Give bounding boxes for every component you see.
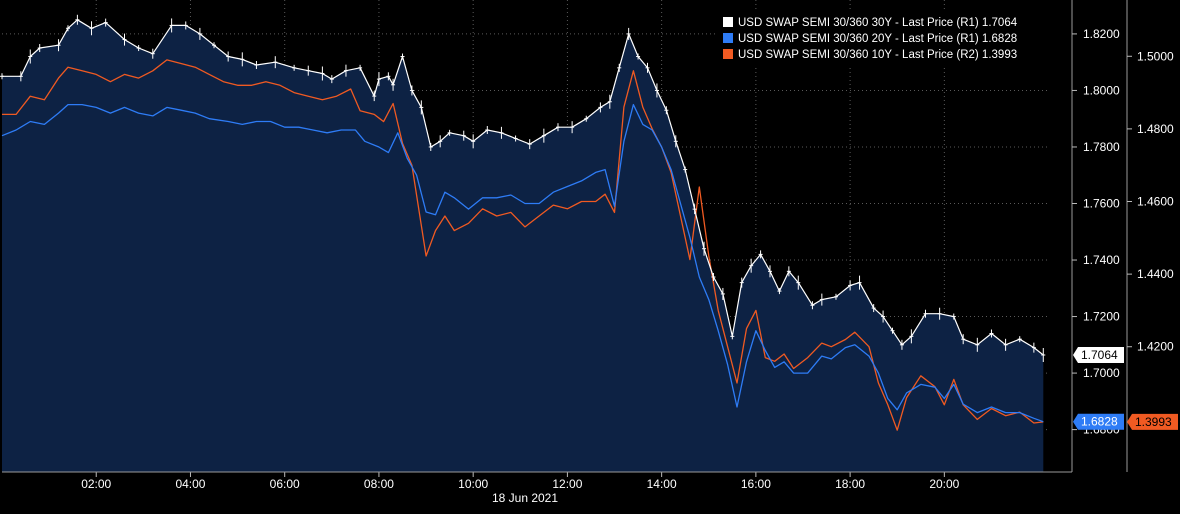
legend-entry: USD SWAP SEMI 30/360 20Y - Last Price (R…: [738, 33, 1017, 45]
legend: USD SWAP SEMI 30/360 30Y - Last Price (R…: [716, 12, 1068, 66]
r1-tick-label: 1.7200: [1083, 310, 1120, 324]
x-tick-label: 02:00: [81, 477, 111, 491]
r2-tick-label: 1.4200: [1137, 340, 1174, 354]
last-price-tag: [1073, 346, 1124, 363]
area-fill-layer: [2, 19, 1044, 473]
x-axis: 18 Jun 2021 02:00 04:00 06:00 08:00 10:00 12:…: [2, 471, 1072, 505]
legend-entry: USD SWAP SEMI 30/360 10Y - Last Price (R…: [738, 49, 1017, 61]
r1-axis: 1.68001.70001.72001.74001.76001.78001.80…: [1071, 0, 1120, 472]
legend-swatch: [723, 49, 733, 59]
r1-tick-label: 1.8200: [1083, 27, 1120, 41]
r1-tick-label: 1.7800: [1083, 140, 1120, 154]
r2-tick-label: 1.4400: [1137, 267, 1174, 281]
x-axis-date-label: 18 Jun 2021: [492, 491, 558, 505]
x-tick-label: 16:00: [741, 477, 771, 491]
series-line-usd-swap-semi-30-360-30y: [2, 19, 1044, 356]
x-tick-label: 14:00: [647, 477, 677, 491]
x-tick-label: 06:00: [270, 477, 300, 491]
r1-tick-label: 1.8000: [1083, 83, 1120, 97]
series-30y-area: [2, 19, 1044, 473]
legend-box: [716, 12, 1068, 66]
x-tick-label: 12:00: [552, 477, 582, 491]
legend-swatch: [723, 17, 733, 27]
r2-axis: 1.4200 1.4400 1.4600 1.4800 1.5000: [1126, 0, 1174, 472]
r2-tick-label: 1.4600: [1137, 195, 1174, 209]
last-price-label: 1.6828: [1081, 415, 1118, 429]
series-lines-layer: [0, 14, 1046, 431]
r2-tick-label: 1.5000: [1137, 49, 1174, 63]
x-tick-label: 04:00: [175, 477, 205, 491]
r1-tick-label: 1.7000: [1083, 366, 1120, 380]
x-tick-label: 18:00: [835, 477, 865, 491]
last-price-label: 1.7064: [1081, 348, 1118, 362]
last-price-label: 1.3993: [1135, 415, 1172, 429]
x-tick-label: 08:00: [364, 477, 394, 491]
legend-entry: USD SWAP SEMI 30/360 30Y - Last Price (R…: [738, 17, 1018, 29]
series-line-usd-swap-semi-30-360-20y: [1, 103, 1044, 423]
x-tick-label: 20:00: [929, 477, 959, 491]
r1-tick-label: 1.7400: [1083, 253, 1120, 267]
x-tick-label: 10:00: [458, 477, 488, 491]
r2-tick-label: 1.4800: [1137, 122, 1174, 136]
last-price-tags: 1.7064 1.6828 1.3993: [1073, 346, 1178, 430]
r1-tick-label: 1.7600: [1083, 196, 1120, 210]
legend-swatch: [723, 33, 733, 43]
last-price-tag: [1127, 413, 1178, 430]
last-price-tag: [1073, 413, 1124, 430]
